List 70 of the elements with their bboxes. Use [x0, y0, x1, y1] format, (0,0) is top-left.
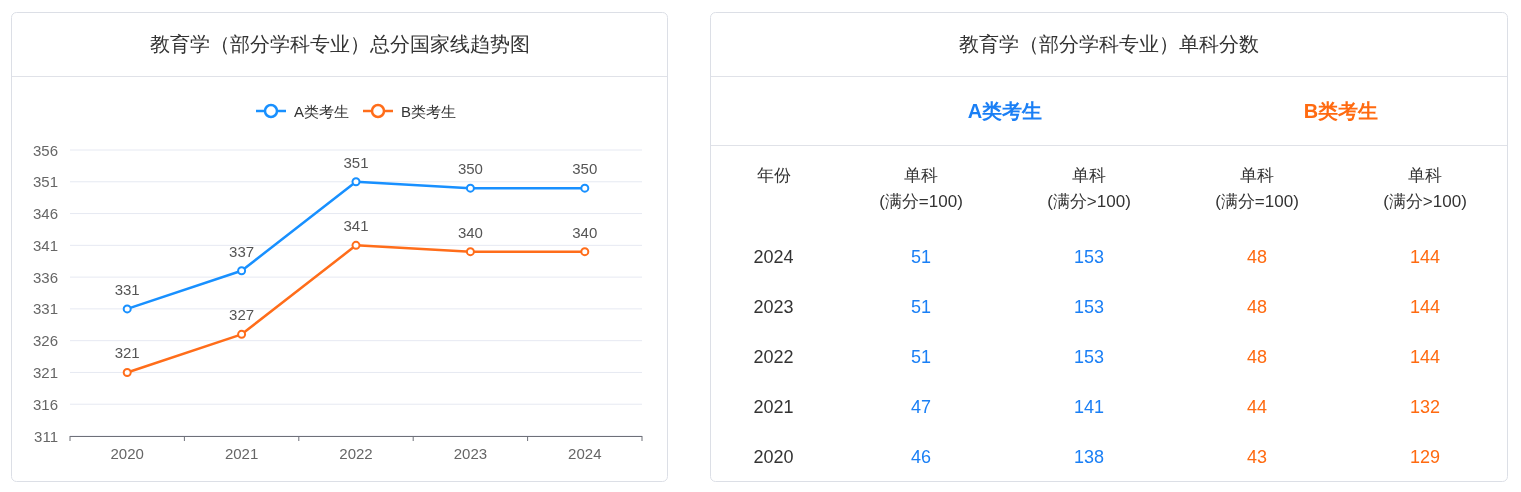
y-axis-title: 年份 [756, 165, 791, 185]
x-tick-label: 2021 [224, 444, 259, 462]
legend-label: A类考生 [293, 102, 349, 120]
y-tick-label: 356 [32, 141, 58, 159]
data-label: 337 [229, 242, 255, 260]
data-label: 129 [1409, 447, 1441, 467]
text: B类考生 [1303, 100, 1379, 122]
x-tick-label: 2023 [453, 444, 488, 462]
y-tick-label: 2021 [753, 397, 794, 417]
point [351, 177, 361, 187]
point [465, 183, 475, 193]
point [237, 329, 247, 339]
y-tick-label: 316 [32, 395, 58, 413]
y-tick-label: 331 [32, 300, 58, 318]
point [351, 240, 361, 250]
data-label: 46 [910, 447, 932, 467]
chart-title: 教育学（部分学科专业）总分国家线趋势图 [149, 33, 530, 55]
data-label: 327 [229, 306, 255, 324]
x-tick-label: 单科 (满分>100) [1383, 165, 1467, 211]
point [580, 247, 590, 257]
data-label: 341 [343, 217, 369, 235]
data-label: 351 [343, 153, 369, 171]
x-tick-label: 2024 [568, 444, 602, 462]
data-label: 138 [1073, 447, 1105, 467]
data-label: 153 [1073, 247, 1105, 267]
legend-label: B类考生 [401, 102, 457, 120]
y-tick-label: 2022 [753, 347, 794, 367]
data-label: 340 [457, 223, 483, 241]
y-tick-label: 321 [32, 363, 58, 381]
x-tick-label: 单科 (满分=100) [879, 165, 963, 211]
y-tick-label: 311 [34, 427, 58, 445]
data-label: 331 [114, 280, 140, 298]
data-label: 47 [910, 397, 932, 417]
data-label: 350 [457, 160, 483, 178]
data-label: 350 [572, 160, 598, 178]
data-label: 153 [1073, 347, 1105, 367]
y-tick-label: 336 [32, 268, 58, 286]
point [237, 266, 247, 276]
y-tick-label: 2024 [753, 247, 794, 267]
data-label: 141 [1073, 397, 1105, 417]
data-label: 48 [1246, 247, 1268, 267]
x-tick-label: 单科 (满分=100) [1215, 165, 1299, 211]
data-label: 51 [910, 297, 932, 317]
point [465, 247, 475, 257]
y-tick-label: 346 [32, 205, 58, 223]
data-label: 44 [1246, 397, 1268, 417]
y-tick-label: 351 [32, 173, 58, 191]
x-tick-label: 2020 [110, 444, 144, 462]
chart-title: 教育学（部分学科专业）单科分数 [959, 33, 1259, 55]
data-label: 51 [910, 347, 932, 367]
data-label: 340 [572, 223, 598, 241]
data-label: 43 [1246, 447, 1268, 467]
data-label: 132 [1409, 397, 1441, 417]
y-tick-label: 326 [32, 332, 58, 350]
point [122, 304, 132, 314]
data-label: 321 [114, 344, 140, 362]
y-tick-label: 341 [32, 236, 58, 254]
data-label: 51 [910, 247, 932, 267]
point [580, 183, 590, 193]
data-label: 153 [1073, 297, 1105, 317]
x-tick-label: 2022 [339, 444, 373, 462]
text: A类考生 [967, 100, 1043, 122]
data-label: 144 [1409, 347, 1441, 367]
y-tick-label: 2023 [753, 297, 794, 317]
point [122, 367, 132, 377]
x-tick-label: 单科 (满分>100) [1047, 165, 1131, 211]
data-label: 48 [1246, 347, 1268, 367]
data-label: 48 [1246, 297, 1268, 317]
data-label: 144 [1409, 247, 1441, 267]
data-label: 144 [1409, 297, 1441, 317]
